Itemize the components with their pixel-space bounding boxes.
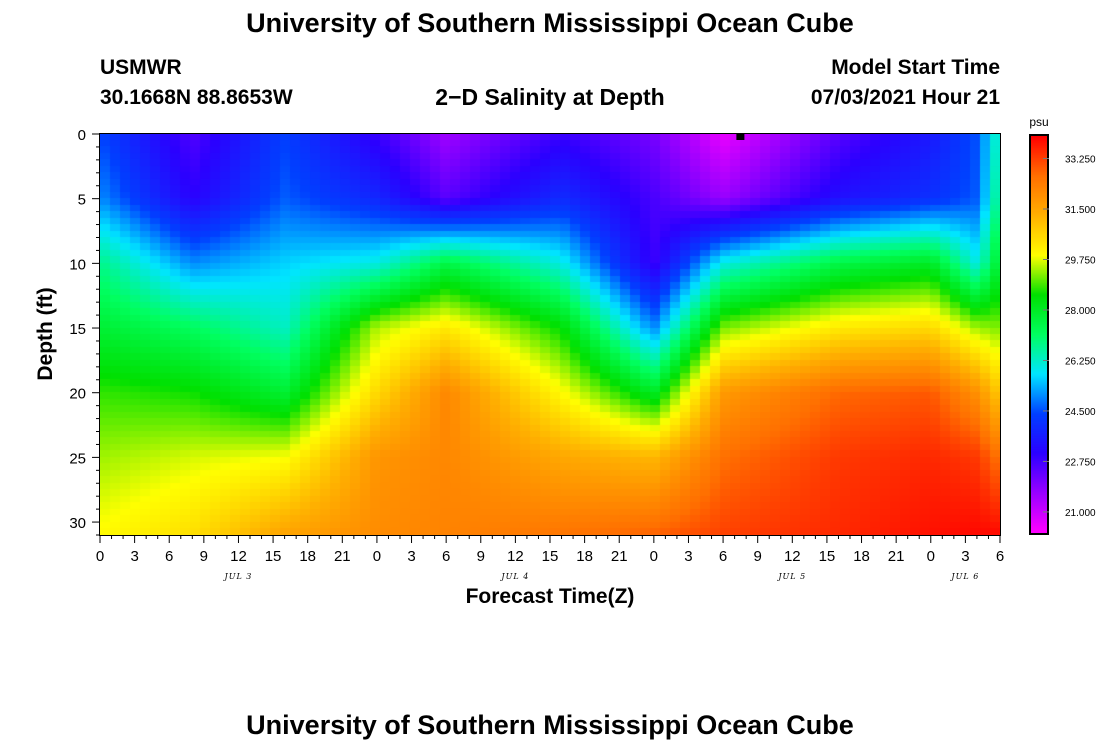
colorbar-tick-label: 33.250 (1065, 155, 1096, 166)
x-tick-label: 15 (819, 548, 836, 565)
colorbar-tick-label: 24.500 (1065, 407, 1096, 418)
x-tick-label: 6 (719, 548, 727, 565)
x-tick-label: 6 (165, 548, 173, 565)
bottom-title: University of Southern Mississippi Ocean… (246, 710, 854, 740)
x-tick-label: 18 (853, 548, 870, 565)
x-tick-label: 15 (542, 548, 559, 565)
x-tick-label: 21 (888, 548, 905, 565)
x-tick-label: 12 (230, 548, 247, 565)
colorbar-tick-label: 26.250 (1065, 356, 1096, 367)
x-tick-label: 6 (996, 548, 1004, 565)
x-date-label: JUL 3 (223, 572, 253, 581)
x-tick-label: 0 (373, 548, 381, 565)
colorbar-tick-label: 28.000 (1065, 306, 1096, 317)
y-tick-label: 0 (78, 127, 86, 144)
x-tick-label: 9 (200, 548, 208, 565)
x-tick-label: 0 (96, 548, 104, 565)
y-tick-label: 15 (69, 321, 86, 338)
colorbar-tick-label: 22.750 (1065, 457, 1096, 468)
x-tick-label: 3 (684, 548, 692, 565)
station-coordinates: 30.1668N 88.8653W (100, 86, 293, 109)
colorbar-gradient (1031, 136, 1047, 533)
model-start-value: 07/03/2021 Hour 21 (810, 86, 1000, 109)
y-tick-label: 5 (78, 192, 86, 209)
x-tick-label: 18 (299, 548, 316, 565)
colorbar-tick-label: 31.500 (1065, 205, 1096, 216)
model-start-label: Model Start Time (831, 56, 1000, 79)
model-start-marker (736, 133, 745, 140)
x-tick-label: 12 (784, 548, 801, 565)
x-axis-label: Forecast Time(Z) (465, 585, 635, 608)
x-tick-label: 0 (927, 548, 935, 565)
x-tick-label: 21 (611, 548, 628, 565)
colorbar-unit-label: psu (1029, 115, 1048, 129)
plot-title: 2−D Salinity at Depth (435, 84, 665, 110)
top-title: University of Southern Mississippi Ocean… (246, 8, 854, 38)
x-tick-label: 12 (507, 548, 524, 565)
colorbar-tick-label: 29.750 (1065, 255, 1096, 266)
x-tick-label: 6 (442, 548, 450, 565)
salinity-heatmap-canvas (100, 134, 1000, 535)
salinity-colorbar (1029, 134, 1049, 535)
y-axis-label: Depth (ft) (34, 287, 57, 381)
y-tick-label: 30 (69, 515, 86, 532)
salinity-heatmap (100, 134, 1000, 535)
x-tick-label: 18 (576, 548, 593, 565)
x-tick-label: 15 (265, 548, 282, 565)
y-tick-label: 25 (69, 450, 86, 467)
x-tick-label: 3 (961, 548, 969, 565)
x-tick-label: 9 (754, 548, 762, 565)
x-date-label: JUL 6 (949, 572, 979, 581)
x-tick-label: 9 (477, 548, 485, 565)
y-tick-label: 10 (69, 256, 86, 273)
x-tick-label: 0 (650, 548, 658, 565)
station-id: USMWR (100, 56, 182, 79)
x-date-label: JUL 5 (776, 572, 806, 581)
colorbar-tick-label: 21.000 (1065, 508, 1096, 519)
x-tick-label: 21 (334, 548, 351, 565)
y-tick-label: 20 (69, 386, 86, 403)
x-date-label: JUL 4 (499, 572, 529, 581)
x-tick-label: 3 (407, 548, 415, 565)
x-tick-label: 3 (130, 548, 138, 565)
